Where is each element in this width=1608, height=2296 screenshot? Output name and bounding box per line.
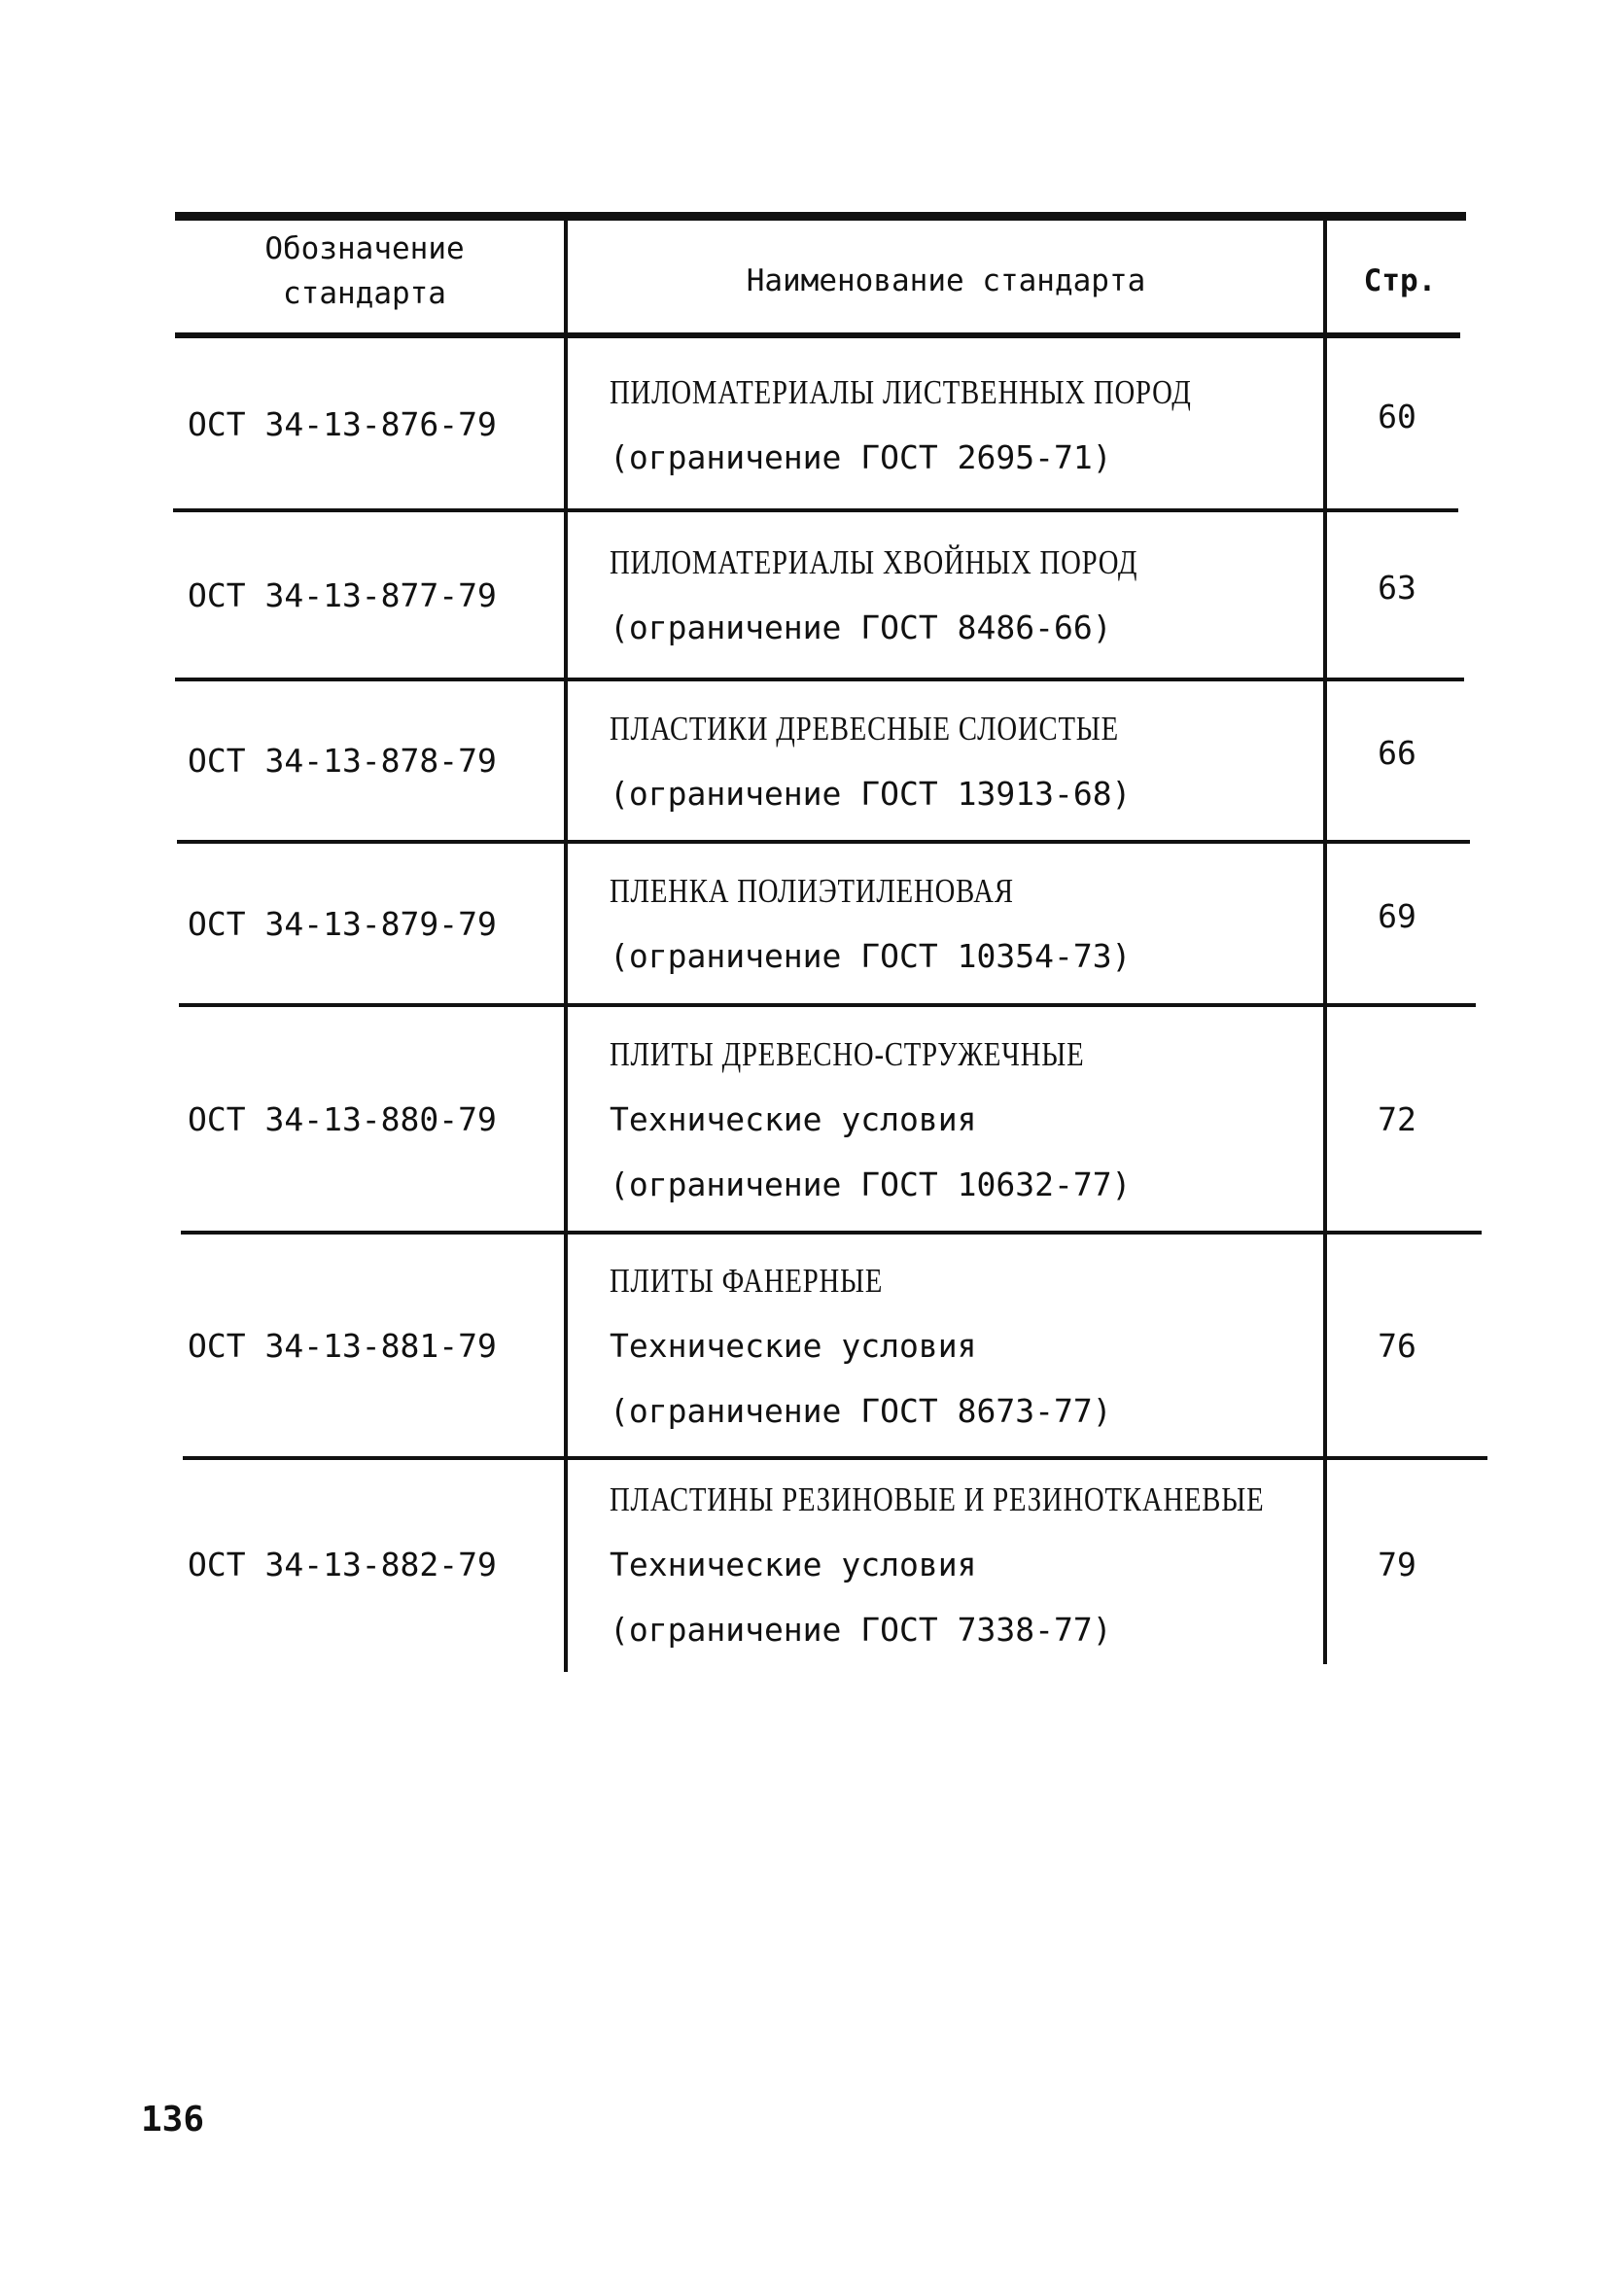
standard-restriction: (ограничение ГОСТ 8486-66) bbox=[610, 609, 1112, 646]
header-code: Обозначение стандарта bbox=[264, 231, 465, 311]
standard-restriction: (ограничение ГОСТ 8673-77) bbox=[610, 1391, 1112, 1430]
row-divider bbox=[173, 508, 1458, 512]
page-ref: 63 bbox=[1378, 568, 1416, 607]
standard-restriction: (ограничение ГОСТ 10354-73) bbox=[610, 937, 1132, 975]
column-divider bbox=[1323, 219, 1327, 1664]
row-divider bbox=[179, 1003, 1476, 1007]
standard-title: ПИЛОМАТЕРИАЛЫ ЛИСТВЕННЫХ ПОРОД bbox=[610, 372, 1192, 411]
standard-subtitle: Технические условия bbox=[610, 1545, 977, 1583]
standard-code: ОСТ 34-13-877-79 bbox=[188, 575, 497, 614]
standard-subtitle: Технические условия bbox=[610, 1099, 977, 1138]
row-divider bbox=[181, 1231, 1482, 1235]
header-page: Стр. bbox=[1363, 263, 1437, 298]
standard-title: ПЛЕНКА ПОЛИЭТИЛЕНОВАЯ bbox=[610, 872, 1014, 910]
row-divider bbox=[183, 1456, 1487, 1460]
page-number: 136 bbox=[141, 2100, 205, 2139]
standard-code: ОСТ 34-13-879-79 bbox=[188, 904, 497, 943]
standard-code: ОСТ 34-13-880-79 bbox=[188, 1099, 497, 1138]
standard-title: ПЛИТЫ ДРЕВЕСНО-СТРУЖЕЧНЫЕ bbox=[610, 1034, 1085, 1073]
standard-title: ПЛАСТИКИ ДРЕВЕСНЫЕ СЛОИСТЫЕ bbox=[610, 709, 1120, 748]
table-top-rule bbox=[175, 212, 1466, 221]
page-ref: 60 bbox=[1378, 398, 1416, 435]
page-ref: 69 bbox=[1378, 896, 1416, 935]
row-divider bbox=[175, 678, 1464, 681]
standard-restriction: (ограничение ГОСТ 10632-77) bbox=[610, 1165, 1132, 1203]
standard-code: ОСТ 34-13-878-79 bbox=[188, 742, 497, 780]
standard-title: ПИЛОМАТЕРИАЛЫ ХВОЙНЫХ ПОРОД bbox=[610, 543, 1138, 581]
page-ref: 72 bbox=[1378, 1099, 1416, 1138]
page-ref: 66 bbox=[1378, 734, 1416, 772]
standard-restriction: (ограничение ГОСТ 13913-68) bbox=[610, 774, 1132, 813]
standard-restriction: (ограничение ГОСТ 2695-71) bbox=[610, 437, 1112, 476]
standard-code: ОСТ 34-13-882-79 bbox=[188, 1545, 497, 1583]
standard-code: ОСТ 34-13-876-79 bbox=[188, 405, 497, 443]
page-ref: 76 bbox=[1378, 1326, 1416, 1365]
standard-title: ПЛИТЫ ФАНЕРНЫЕ bbox=[610, 1261, 884, 1300]
row-divider bbox=[177, 840, 1470, 844]
page-ref: 79 bbox=[1378, 1545, 1416, 1583]
standard-code: ОСТ 34-13-881-79 bbox=[188, 1326, 497, 1365]
standard-title: ПЛАСТИНЫ РЕЗИНОВЫЕ И РЕЗИНОТКАНЕВЫЕ bbox=[610, 1479, 1265, 1518]
column-divider bbox=[564, 219, 568, 1672]
header-name: Наименование стандарта bbox=[746, 263, 1146, 298]
standard-restriction: (ограничение ГОСТ 7338-77) bbox=[610, 1610, 1112, 1649]
header-bottom-rule bbox=[175, 332, 1460, 338]
standard-subtitle: Технические условия bbox=[610, 1326, 977, 1365]
